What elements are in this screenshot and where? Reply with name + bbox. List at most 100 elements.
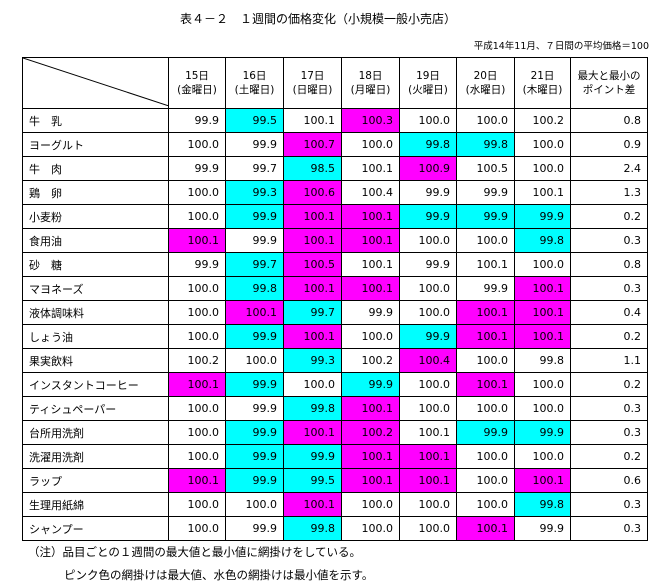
value-cell: 99.9 [168, 108, 226, 133]
value-cell: 99.8 [283, 516, 342, 541]
value-cell: 100.5 [283, 252, 342, 277]
value-cell: 0.4 [570, 300, 648, 325]
column-header: 20日 (水曜日) [456, 57, 515, 109]
item-name: 牛 肉 [22, 156, 169, 181]
value-cell: 100.5 [456, 156, 515, 181]
item-name: 果実飲料 [22, 348, 169, 373]
header-row: 15日 (金曜日) 16日 (土曜日) 17日 (日曜日) 18日 (月曜日) 19日 … [22, 57, 648, 109]
value-cell: 100.0 [168, 396, 226, 421]
value-cell: 99.9 [456, 420, 515, 445]
value-cell: 0.3 [570, 516, 648, 541]
note: （注）品目ごとの１週間の最大値と最小値に網掛けをしている。 [28, 545, 362, 559]
row: 食用油 100.1 99.9 100.1 100.1 100.0 100.0 99.8 0.3 [22, 228, 648, 253]
value-cell: 100.0 [399, 492, 457, 517]
title: 表４－２ １週間の価格変化（小規模一般小売店） [180, 12, 457, 26]
row: インスタントコーヒー 100.1 99.9 100.0 99.9 100.0 100.1 10… [22, 372, 648, 397]
value-cell: 100.1 [341, 156, 400, 181]
value-cell: 99.8 [514, 348, 571, 373]
value-cell: 99.9 [456, 204, 515, 229]
value-cell: 100.1 [514, 468, 571, 493]
value-cell: 100.0 [168, 516, 226, 541]
value-cell: 99.9 [283, 444, 342, 469]
value-cell: 100.0 [456, 108, 515, 133]
value-cell: 100.0 [341, 132, 400, 157]
value-cell: 100.1 [514, 300, 571, 325]
value-cell: 99.5 [283, 468, 342, 493]
value-cell: 100.0 [168, 492, 226, 517]
value-cell: 100.0 [168, 300, 226, 325]
value-cell: 99.9 [168, 252, 226, 277]
value-cell: 99.9 [456, 276, 515, 301]
value-cell: 100.0 [283, 372, 342, 397]
value-cell: 100.6 [283, 180, 342, 205]
item-name: マヨネーズ [22, 276, 169, 301]
row: 果実飲料 100.2 100.0 99.3 100.2 100.4 100.0 99.8 1.1 [22, 348, 648, 373]
value-cell: 0.6 [570, 468, 648, 493]
value-cell: 100.9 [399, 156, 457, 181]
value-cell: 100.1 [283, 420, 342, 445]
value-cell: 99.5 [225, 108, 284, 133]
row: ヨーグルト 100.0 99.9 100.7 100.0 99.8 99.8 100.0 0.9 [22, 132, 648, 157]
item-name: ラップ [22, 468, 169, 493]
value-cell: 98.5 [283, 156, 342, 181]
item-name: 牛 乳 [22, 108, 169, 133]
value-cell: 100.4 [341, 180, 400, 205]
value-cell: 99.9 [225, 420, 284, 445]
value-cell: 99.9 [514, 516, 571, 541]
value-cell: 0.2 [570, 444, 648, 469]
row: 生理用紙綿 100.0 100.0 100.1 100.0 100.0 100.0 99.8 0… [22, 492, 648, 517]
value-cell: 99.8 [399, 132, 457, 157]
row: マヨネーズ 100.0 99.8 100.1 100.1 100.0 99.9 100.1 0.… [22, 276, 648, 301]
item-name: 洗濯用洗剤 [22, 444, 169, 469]
column-header: 最大と最小の ポイント差 [570, 57, 648, 109]
value-cell: 99.7 [225, 156, 284, 181]
value-cell: 100.0 [514, 132, 571, 157]
value-cell: 99.8 [514, 228, 571, 253]
value-cell: 100.2 [168, 348, 226, 373]
value-cell: 100.1 [283, 276, 342, 301]
value-cell: 99.8 [225, 276, 284, 301]
value-cell: 0.3 [570, 420, 648, 445]
value-cell: 100.0 [514, 252, 571, 277]
value-cell: 99.9 [225, 444, 284, 469]
value-cell: 100.0 [225, 492, 284, 517]
item-name: シャンプー [22, 516, 169, 541]
column-header: 15日 (金曜日) [168, 57, 226, 109]
price-table: 15日 (金曜日) 16日 (土曜日) 17日 (日曜日) 18日 (月曜日) 19日 … [22, 57, 648, 541]
value-cell: 100.2 [514, 108, 571, 133]
value-cell: 0.2 [570, 372, 648, 397]
column-header: 19日 (火曜日) [399, 57, 457, 109]
value-cell: 100.1 [283, 204, 342, 229]
value-cell: 100.0 [514, 156, 571, 181]
value-cell: 99.9 [225, 396, 284, 421]
value-cell: 100.0 [456, 444, 515, 469]
value-cell: 100.0 [514, 444, 571, 469]
value-cell: 100.1 [341, 396, 400, 421]
item-name: 生理用紙綿 [22, 492, 169, 517]
row: ラップ 100.1 99.9 99.5 100.1 100.1 100.0 100.1 0.6 [22, 468, 648, 493]
row: 牛 肉 99.9 99.7 98.5 100.1 100.9 100.5 100.0 2.4 [22, 156, 648, 181]
value-cell: 99.3 [283, 348, 342, 373]
value-cell: 100.0 [399, 108, 457, 133]
value-cell: 100.1 [168, 372, 226, 397]
row: しょう油 100.0 99.9 100.1 100.0 99.9 100.1 100.1 0.2 [22, 324, 648, 349]
item-name: しょう油 [22, 324, 169, 349]
value-cell: 100.2 [341, 420, 400, 445]
value-cell: 100.0 [456, 396, 515, 421]
column-header: 18日 (月曜日) [341, 57, 400, 109]
row: 液体調味料 100.0 100.1 99.7 99.9 100.0 100.1 100.1 0.… [22, 300, 648, 325]
value-cell: 100.0 [168, 324, 226, 349]
value-cell: 100.1 [456, 324, 515, 349]
item-name: インスタントコーヒー [22, 372, 169, 397]
value-cell: 99.9 [456, 180, 515, 205]
value-cell: 100.0 [456, 468, 515, 493]
item-name: 小麦粉 [22, 204, 169, 229]
value-cell: 100.1 [341, 276, 400, 301]
row: 小麦粉 100.0 99.9 100.1 100.1 99.9 99.9 99.9 0.2 [22, 204, 648, 229]
value-cell: 0.3 [570, 396, 648, 421]
value-cell: 100.0 [168, 444, 226, 469]
value-cell: 99.9 [514, 420, 571, 445]
value-cell: 100.0 [456, 228, 515, 253]
value-cell: 99.9 [514, 204, 571, 229]
value-cell: 100.0 [341, 516, 400, 541]
